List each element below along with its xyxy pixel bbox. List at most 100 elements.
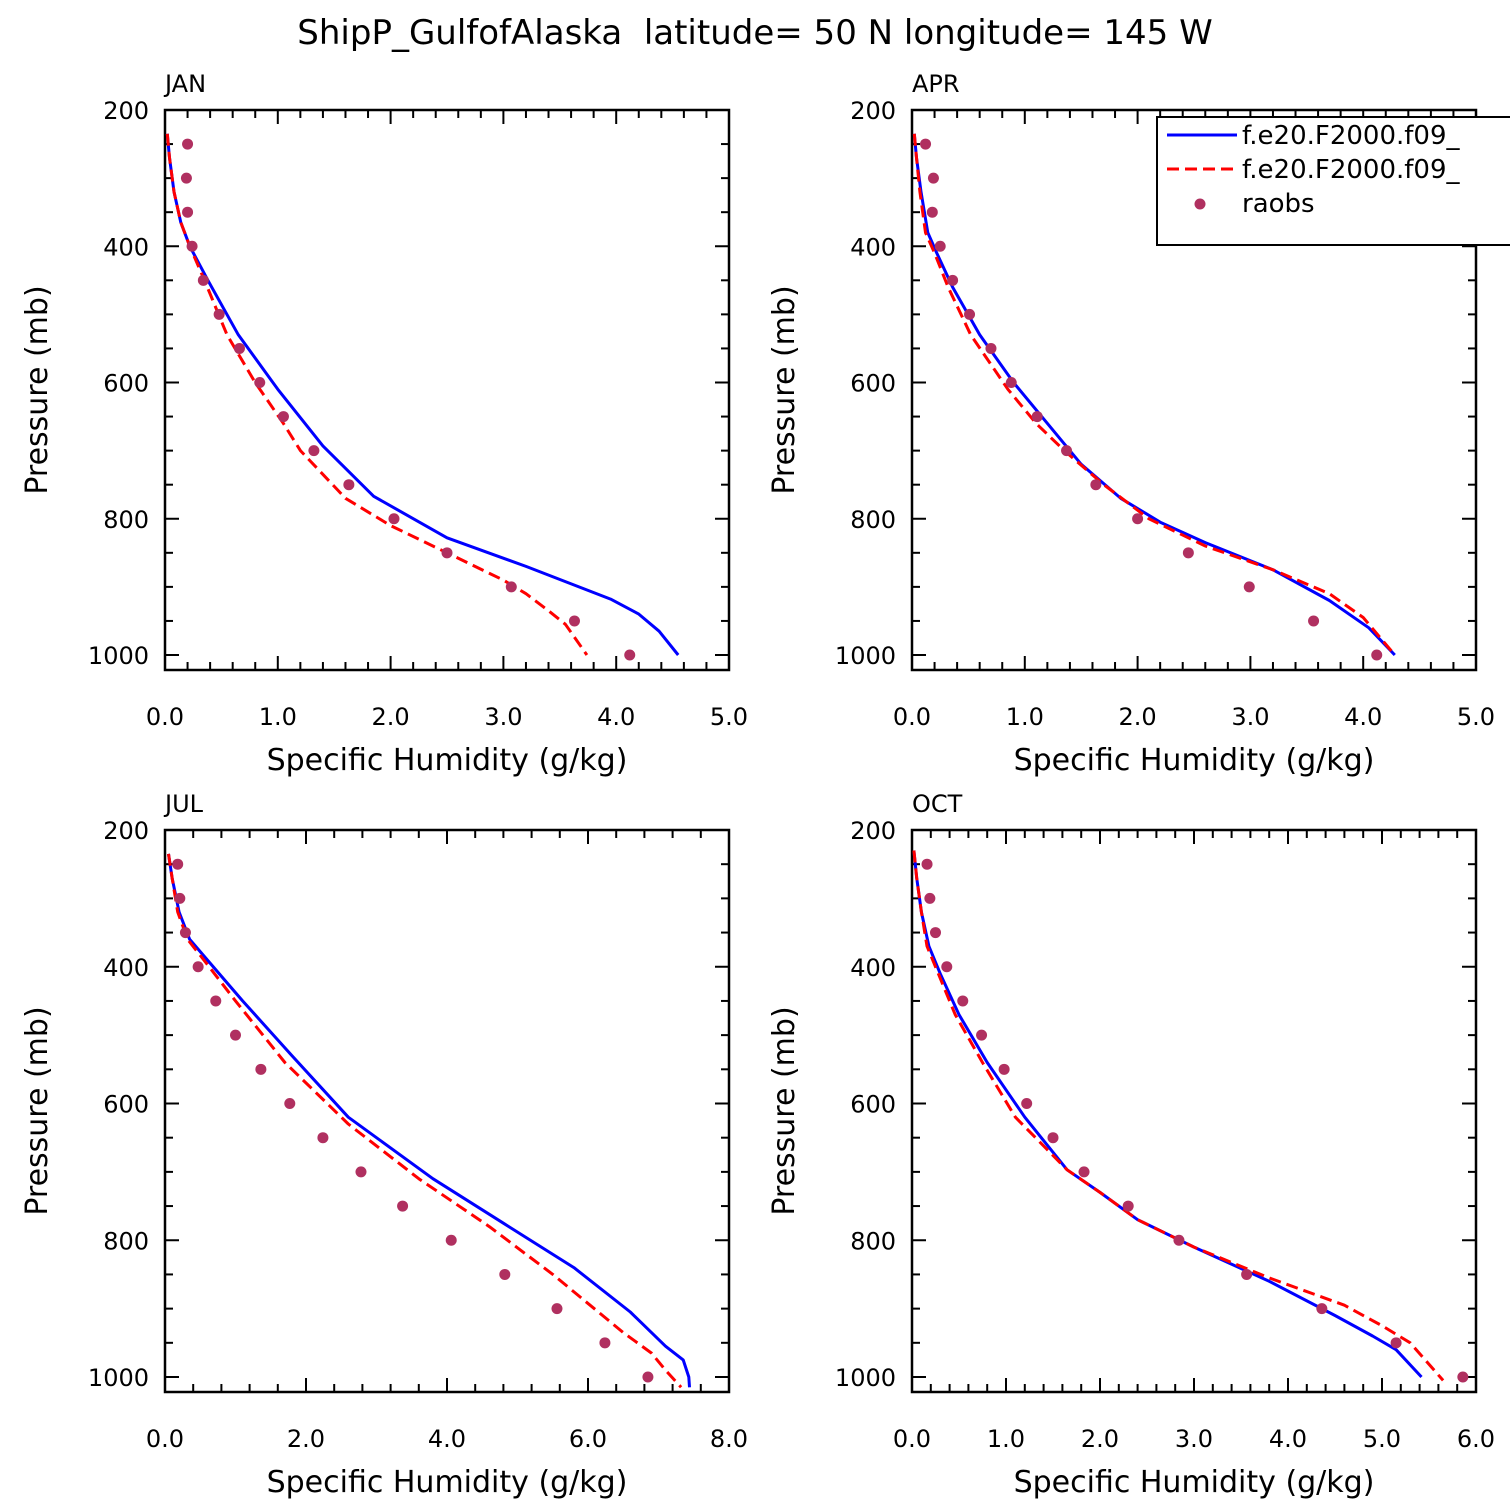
raobs-point	[182, 138, 194, 150]
raobs-point	[1132, 513, 1144, 525]
x-tick-label: 2.0	[1119, 703, 1157, 731]
raobs-point	[445, 1234, 457, 1246]
panel-jul: JUL 200 400 600 800 1000 0.0 2.0 4.0 6.0 8.0 Specif…	[20, 790, 748, 1500]
raobs-point	[568, 615, 580, 627]
panel-label: JAN	[163, 70, 206, 98]
x-tick-label: 0.0	[146, 703, 184, 731]
x-tick-label: 1.0	[1006, 703, 1044, 731]
raobs-point	[1241, 1268, 1253, 1280]
y-tick-label: 400	[103, 954, 149, 982]
raobs-point	[180, 172, 192, 184]
plot-frame	[163, 828, 731, 1394]
panel-label: APR	[912, 70, 960, 98]
y-axis-label: Pressure (mb)	[767, 1006, 802, 1215]
y-tick-label: 600	[103, 370, 149, 398]
plot-frame	[910, 108, 1478, 672]
series-line-solid	[912, 850, 1423, 1379]
raobs-point	[1078, 1166, 1090, 1178]
raobs-point	[920, 138, 932, 150]
figure-title: ShipP_GulfofAlaska latitude= 50 N longit…	[297, 13, 1212, 53]
raobs-point	[197, 274, 209, 286]
raobs-point	[624, 649, 636, 661]
x-tick-label: 5.0	[1363, 1425, 1401, 1453]
legend: f.e20.F2000.f09_ f.e20.F2000.f09_raobs	[1156, 116, 1510, 246]
x-tick-label: 6.0	[1457, 1425, 1495, 1453]
series-line-dashed	[167, 853, 683, 1389]
x-axis-label: Specific Humidity (g/kg)	[1014, 1465, 1375, 1500]
panel-oct: OCT 200 400 600 800 1000 0.0 1.0 2.0 3.0 4.0 5.0 6.0…	[767, 790, 1495, 1500]
x-tick-label: 0.0	[893, 1425, 931, 1453]
y-axis-label: Pressure (mb)	[20, 1006, 55, 1215]
x-tick-label: 2.0	[372, 703, 410, 731]
series-line-dashed	[912, 850, 1445, 1382]
raobs-point	[964, 308, 976, 320]
raobs-point	[499, 1268, 511, 1280]
raobs-point	[551, 1303, 563, 1315]
raobs-point	[213, 308, 225, 320]
y-tick-label: 1000	[88, 1364, 149, 1392]
raobs-point	[505, 581, 517, 593]
raobs-point	[926, 206, 938, 218]
y-tick-label: 600	[850, 1091, 896, 1119]
raobs-point	[441, 547, 453, 559]
y-tick-label: 800	[850, 1227, 896, 1255]
y-tick-label: 800	[850, 506, 896, 534]
panel-apr: APR 200 400 600 800 1000 0.0 1.0 2.0 3.0 4.0 5.0 Spe…	[767, 70, 1495, 778]
raobs-point	[308, 445, 320, 457]
y-tick-label: 200	[103, 97, 149, 125]
x-tick-label: 8.0	[710, 1425, 748, 1453]
panel-label: JUL	[163, 790, 204, 818]
x-axis-label: Specific Humidity (g/kg)	[267, 743, 628, 778]
y-tick-label: 600	[103, 1091, 149, 1119]
raobs-point	[934, 240, 946, 252]
raobs-point	[957, 995, 969, 1007]
y-tick-label: 800	[103, 506, 149, 534]
y-tick-label: 200	[850, 97, 896, 125]
x-tick-label: 0.0	[146, 1425, 184, 1453]
series-line-solid	[167, 853, 691, 1388]
x-tick-label: 2.0	[1081, 1425, 1119, 1453]
raobs-point	[317, 1132, 329, 1144]
y-tick-label: 800	[103, 1227, 149, 1255]
raobs-point	[1308, 615, 1320, 627]
raobs-point	[1047, 1132, 1059, 1144]
legend-label: f.e20.F2000.f09_	[1242, 155, 1460, 185]
x-tick-label: 3.0	[484, 703, 522, 731]
panel-label: OCT	[912, 790, 963, 818]
raobs-point	[1316, 1303, 1328, 1315]
raobs-point	[210, 995, 222, 1007]
legend-box	[1156, 116, 1510, 246]
legend-marker-dot	[1194, 198, 1206, 210]
raobs-point	[255, 1063, 267, 1075]
raobs-point	[1371, 649, 1383, 661]
x-tick-label: 3.0	[1231, 703, 1269, 731]
raobs-point	[186, 240, 198, 252]
raobs-point	[985, 342, 997, 354]
raobs-point	[192, 961, 204, 973]
raobs-point	[1061, 445, 1073, 457]
raobs-point	[233, 342, 245, 354]
raobs-point	[277, 411, 289, 423]
raobs-point	[1090, 479, 1102, 491]
series-line-dashed	[165, 133, 589, 656]
y-tick-label: 1000	[88, 642, 149, 670]
y-tick-label: 400	[103, 233, 149, 261]
legend-label: f.e20.F2000.f09_	[1242, 121, 1460, 151]
raobs-point	[1457, 1371, 1469, 1383]
y-axis-label: Pressure (mb)	[767, 285, 802, 494]
raobs-point	[388, 513, 400, 525]
raobs-point	[179, 927, 191, 939]
raobs-point	[1005, 377, 1017, 388]
raobs-point	[182, 206, 194, 218]
raobs-point	[174, 892, 186, 904]
raobs-point	[930, 927, 941, 939]
raobs-point	[941, 961, 953, 973]
x-tick-label: 2.0	[287, 1425, 325, 1453]
raobs-point	[1173, 1234, 1185, 1246]
raobs-point	[1122, 1200, 1134, 1212]
raobs-point	[924, 892, 936, 904]
legend-label: raobs	[1242, 189, 1315, 219]
x-tick-label: 4.0	[428, 1425, 466, 1453]
x-tick-label: 4.0	[1344, 703, 1382, 731]
